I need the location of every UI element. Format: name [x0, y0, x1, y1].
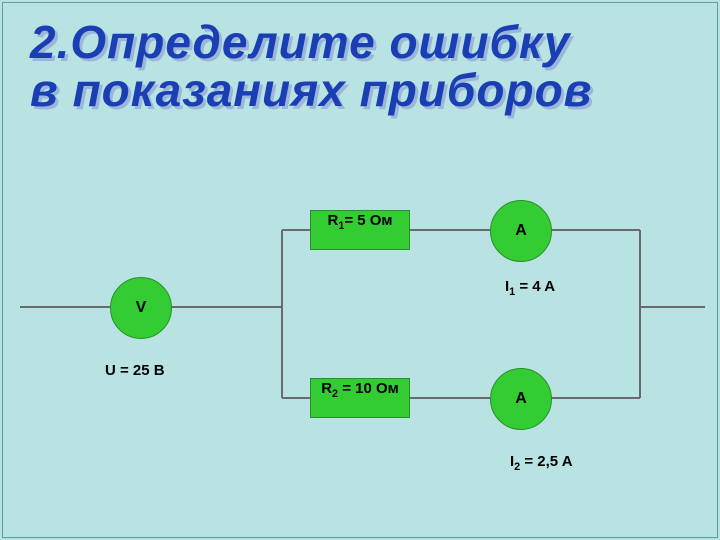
ammeter-1: A	[490, 200, 552, 262]
wire	[281, 230, 283, 398]
voltmeter-reading: U = 25 В	[105, 362, 165, 379]
resistor-1: R1= 5 Ом	[310, 210, 410, 250]
wire	[170, 306, 282, 308]
ammeter-2: A	[490, 368, 552, 430]
wire	[550, 229, 640, 231]
ammeter-2-reading: I2 = 2,5 A	[510, 453, 573, 473]
wire	[550, 397, 640, 399]
voltmeter: V	[110, 277, 172, 339]
resistor-2: R2 = 10 Ом	[310, 378, 410, 418]
wire	[20, 306, 110, 308]
ammeter-1-reading: I1 = 4 A	[505, 278, 555, 298]
wire	[410, 229, 490, 231]
wire	[640, 306, 705, 308]
wire	[282, 229, 310, 231]
wire	[282, 397, 310, 399]
circuit-diagram: V A A R1= 5 Ом R2 = 10 Ом U = 25 В I1 = 4 A I2 …	[0, 0, 720, 540]
wire	[639, 230, 641, 398]
wire	[410, 397, 490, 399]
